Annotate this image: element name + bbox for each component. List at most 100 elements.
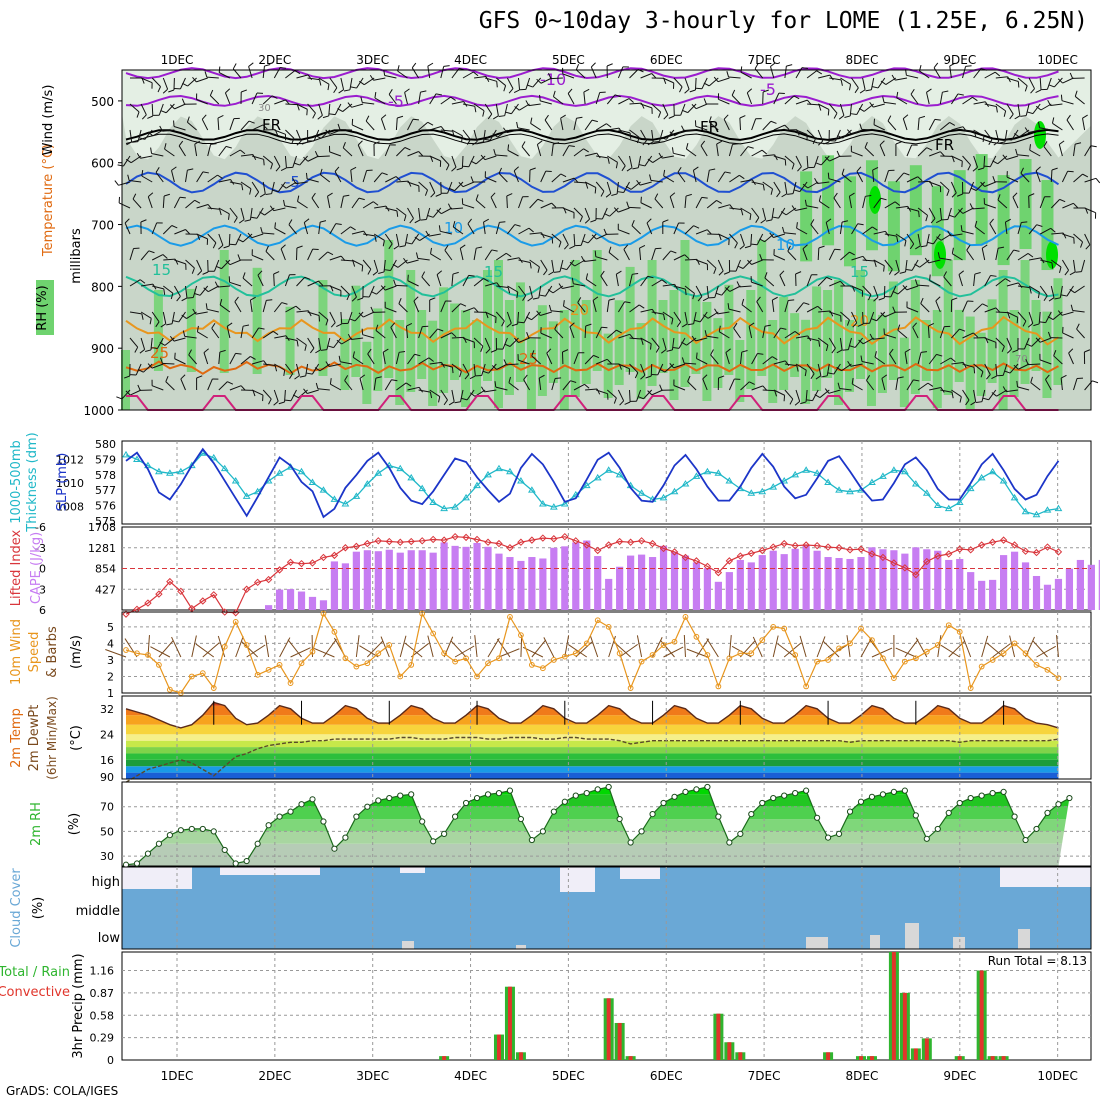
cape-bar [275,589,284,610]
wind-barb [151,222,158,235]
wind-barb-flag [824,388,830,394]
wind-barb-flag [285,99,290,105]
wind-barb [728,144,733,157]
rh-marker [814,814,821,821]
wind-barb-flag [857,223,864,226]
wind-barb [185,285,188,298]
wind-barb-flag [504,343,511,347]
wind-barb-flag [972,96,978,102]
wind-barb-flag [817,140,824,146]
temp-tick-label-90: 90 [100,771,114,784]
wind-barb-10m [895,647,917,658]
wind-barb-flag [327,251,334,256]
wind-barb-flag [338,89,344,94]
wind-barb [559,259,564,272]
wind-barb-flag [372,271,379,276]
wind-barb-flag [1060,374,1067,379]
wind-barb [429,361,442,365]
thickness-marker [176,467,185,475]
wind-barb-flag [681,125,685,132]
wind-barb-flag [448,401,455,406]
rh-marker [353,813,360,820]
wind-barb-flag [982,397,989,401]
wind-barb-flag [676,321,682,328]
wind-barb [407,181,420,187]
wind-barb [284,155,287,168]
wind-barb-flag [765,219,773,222]
wind-barb-flag [548,271,554,276]
wind-barb-flag [691,335,696,342]
thickness-marker [133,455,141,462]
wind-barb-flag [1002,386,1007,392]
wind-barb-flag [827,372,834,375]
wind-speed-marker [726,655,733,662]
wind-speed-marker [342,655,349,662]
wind-barb [1059,285,1063,298]
wind-barb [451,207,464,210]
slp-tick-label: 1008 [56,500,84,513]
wind-barb [137,129,142,142]
wind-barb [195,311,208,315]
wind-barb-flag [990,275,997,277]
precip-convective-bar [869,1056,874,1060]
wind-barb-flag [514,106,520,111]
wind-barb [973,129,985,137]
rh-marker [857,798,865,805]
wind-barb-flag [384,269,391,271]
wind-barb-flag [786,64,793,67]
wind-barb-10m [191,635,197,658]
wind-barb [841,174,852,183]
wind-barb [746,92,753,105]
wind-barb-flag [560,173,567,178]
wind-barb-flag [239,149,246,155]
wind-barb-flag [185,229,191,235]
li-tick-label: -3 [35,542,46,555]
wind-barb [905,259,908,272]
wind-barb-flag [283,369,286,377]
wind-barb-flag [264,64,271,67]
rh-marker [704,783,711,791]
wind-barb [950,233,963,237]
rh-marker [682,788,689,795]
wind-barb-flag [1025,358,1029,365]
wind-barb-flag [513,337,519,343]
wind-barb [806,337,819,342]
wind-barb-flag [986,374,991,380]
thickness-tick-label: 577 [95,484,116,497]
wind-barb-flag [780,211,787,216]
wind-barb-flag [318,79,322,86]
wind-barb-flag [937,252,941,259]
wind-barb-flag [935,219,942,224]
wind-barb [518,196,524,209]
wind-barb [357,144,364,157]
wind-barb [352,356,364,365]
wind-barb-flag [403,257,408,264]
wind-barb [806,155,809,169]
cloud-high-gap [620,867,660,879]
cape-bar [561,546,569,610]
wind-barb [140,155,153,159]
wind-barb [618,363,630,370]
wind-barb-10m [871,647,893,658]
wind-barb-flag [726,71,730,78]
wind-barb [405,326,408,339]
lifted-index-marker [780,539,788,548]
wind-barb [178,311,186,323]
wind-barb-flag [151,347,158,349]
wind-barb-flag [165,375,169,382]
wind-barb-flag [716,140,723,145]
wind-barb [1058,144,1063,157]
wind-speed-marker [693,633,700,640]
wind-barb-flag [334,166,340,172]
wind-barb-flag [759,238,765,243]
wind-barb-flag [543,269,548,276]
cloud-high-gap [220,867,320,875]
wind-barb-flag [141,313,144,320]
wind-barb-flag [833,192,838,199]
wind-barb [234,301,242,313]
wind-barb-flag [327,345,334,349]
wind-barb [708,77,719,87]
wind-barb [897,329,908,339]
wind-barb [629,304,640,313]
wind-barb [787,250,797,261]
